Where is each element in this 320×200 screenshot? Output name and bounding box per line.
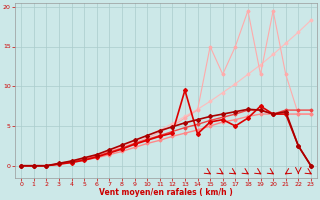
X-axis label: Vent moyen/en rafales ( km/h ): Vent moyen/en rafales ( km/h ) [99, 188, 233, 197]
